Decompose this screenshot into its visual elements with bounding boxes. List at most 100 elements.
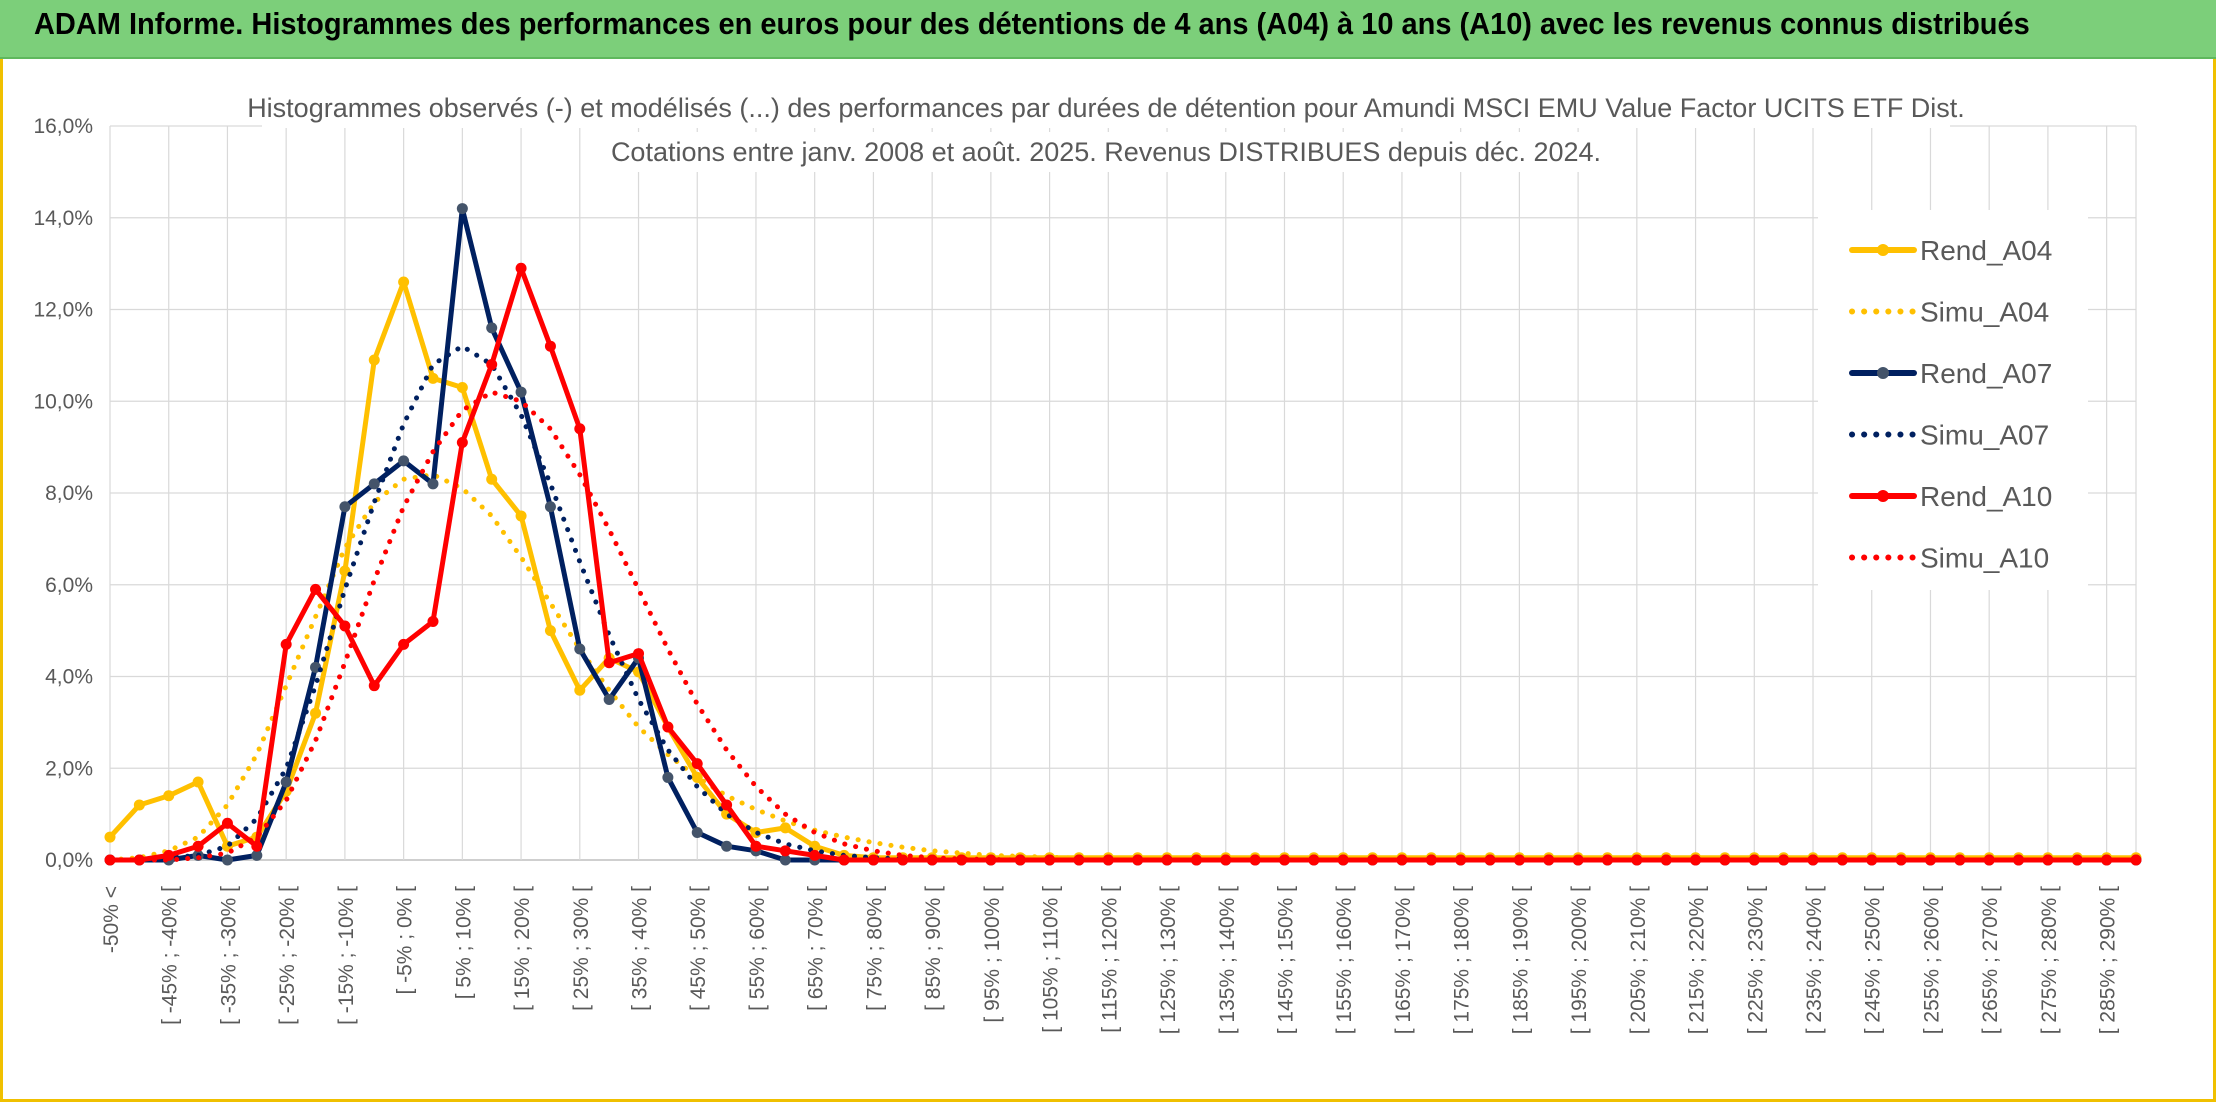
- data-point: [133, 799, 145, 811]
- x-tick-label: [ 5% ; 10% [: [452, 886, 475, 999]
- legend-item: Simu_A10: [1849, 543, 2049, 574]
- x-tick-label: [ 105% ; 110% [: [1040, 886, 1063, 1033]
- legend-label: Rend_A07: [1920, 358, 2052, 389]
- data-point: [486, 322, 498, 334]
- data-point: [779, 854, 791, 866]
- y-axis-tick-labels: 0,0% 2,0% 4,0% 6,0% 8,0% 10,0% 12,0% 14,0% 16,0%: [33, 115, 93, 872]
- y-tick-label: 10,0%: [33, 390, 93, 413]
- series-line: [107, 389, 2139, 863]
- data-point: [398, 638, 410, 650]
- x-tick-label: [ 225% ; 230% [: [1744, 886, 1767, 1034]
- legend-label: Simu_A04: [1920, 297, 2049, 328]
- y-tick-label: 0,0%: [45, 849, 93, 872]
- data-point: [574, 684, 586, 696]
- data-point: [1044, 854, 1056, 866]
- x-tick-label: [ -45% ; -40% [: [159, 886, 182, 1025]
- x-axis-tick-labels: -50% < [ -45% ; -40% [ [ -35% ; -30% [ [ -2…: [100, 886, 2120, 1034]
- data-point: [456, 203, 468, 215]
- legend-item: Simu_A04: [1849, 297, 2049, 328]
- y-tick-label: 14,0%: [33, 207, 93, 230]
- data-point: [574, 643, 586, 655]
- x-tick-label: [ 205% ; 210% [: [1627, 886, 1650, 1034]
- x-tick-label: [ 25% ; 30% [: [570, 886, 593, 1011]
- legend-marker: [1877, 244, 1889, 256]
- legend-item: Rend_A07: [1849, 358, 2052, 389]
- data-point: [867, 854, 879, 866]
- legend-marker: [1877, 367, 1889, 379]
- data-point: [251, 840, 263, 852]
- data-point: [1807, 854, 1819, 866]
- x-tick-label: [ 195% ; 200% [: [1568, 886, 1591, 1034]
- data-point: [1954, 854, 1966, 866]
- data-point: [368, 354, 380, 366]
- data-point: [721, 840, 733, 852]
- data-point: [1220, 854, 1232, 866]
- data-point: [515, 510, 527, 522]
- data-point: [280, 776, 292, 788]
- legend-label: Rend_A04: [1920, 235, 2052, 266]
- x-tick-label: [ 95% ; 100% [: [981, 886, 1004, 1023]
- data-point: [2130, 854, 2142, 866]
- x-tick-label: [ 175% ; 180% [: [1451, 886, 1474, 1034]
- series-simu-a10: [107, 389, 2139, 863]
- y-tick-label: 2,0%: [45, 757, 93, 780]
- chart-legend: Rend_A04 Simu_A04 Rend_A07 Simu_A07 Rend_A10…: [1818, 210, 2088, 590]
- legend-item: Rend_A04: [1849, 235, 2052, 266]
- data-point: [456, 381, 468, 393]
- legend-background: [1818, 210, 2088, 590]
- data-point: [1543, 854, 1555, 866]
- x-tick-label: [ 165% ; 170% [: [1392, 886, 1415, 1034]
- data-point: [779, 845, 791, 857]
- chart-title: Histogrammes observés (-) et modélisés (…: [247, 93, 1965, 123]
- data-point: [221, 817, 233, 829]
- data-point: [809, 849, 821, 861]
- x-tick-label: [ 275% ; 280% [: [2038, 886, 2061, 1034]
- banner-title: ADAM Informe. Histogrammes des performan…: [34, 6, 2030, 41]
- data-point: [574, 423, 586, 435]
- subtitle-background: [620, 132, 1592, 172]
- data-point: [1278, 854, 1290, 866]
- x-tick-label: [ -5% ; 0% [: [394, 886, 417, 995]
- data-point: [721, 799, 733, 811]
- title-background: [262, 88, 1950, 128]
- data-point: [486, 359, 498, 371]
- chart-series: [104, 203, 2142, 866]
- data-point: [339, 501, 351, 513]
- data-point: [603, 657, 615, 669]
- data-point: [280, 638, 292, 650]
- data-point: [544, 501, 556, 513]
- data-point: [104, 831, 116, 843]
- data-point: [1895, 854, 1907, 866]
- x-tick-label: [ -35% ; -30% [: [217, 886, 240, 1025]
- data-point: [398, 276, 410, 288]
- data-point: [2042, 854, 2054, 866]
- report-banner: ADAM Informe. Histogrammes des performan…: [0, 0, 2216, 59]
- data-point: [838, 854, 850, 866]
- legend-label: Rend_A10: [1920, 481, 2052, 512]
- data-point: [1396, 854, 1408, 866]
- data-point: [1719, 854, 1731, 866]
- chart-subtitle: Cotations entre janv. 2008 et août. 2025…: [611, 137, 1601, 167]
- x-tick-label: [ 15% ; 20% [: [511, 886, 534, 1011]
- data-point: [750, 840, 762, 852]
- x-tick-label: [ 75% ; 80% [: [863, 886, 886, 1011]
- data-point: [544, 625, 556, 637]
- data-point: [339, 620, 351, 632]
- data-point: [1132, 854, 1144, 866]
- x-tick-label: -50% <: [100, 886, 123, 953]
- data-point: [897, 854, 909, 866]
- data-point: [1631, 854, 1643, 866]
- data-point: [1778, 854, 1790, 866]
- data-point: [221, 854, 233, 866]
- data-point: [456, 437, 468, 449]
- x-tick-label: [ 215% ; 220% [: [1686, 886, 1709, 1034]
- x-tick-label: [ 135% ; 140% [: [1216, 886, 1239, 1034]
- data-point: [133, 854, 145, 866]
- x-tick-label: [ -25% ; -20% [: [276, 886, 299, 1025]
- x-tick-label: [ -15% ; -10% [: [335, 886, 358, 1025]
- data-point: [691, 826, 703, 838]
- data-point: [368, 680, 380, 692]
- y-tick-label: 12,0%: [33, 299, 93, 322]
- x-tick-label: [ 255% ; 260% [: [1920, 886, 1943, 1034]
